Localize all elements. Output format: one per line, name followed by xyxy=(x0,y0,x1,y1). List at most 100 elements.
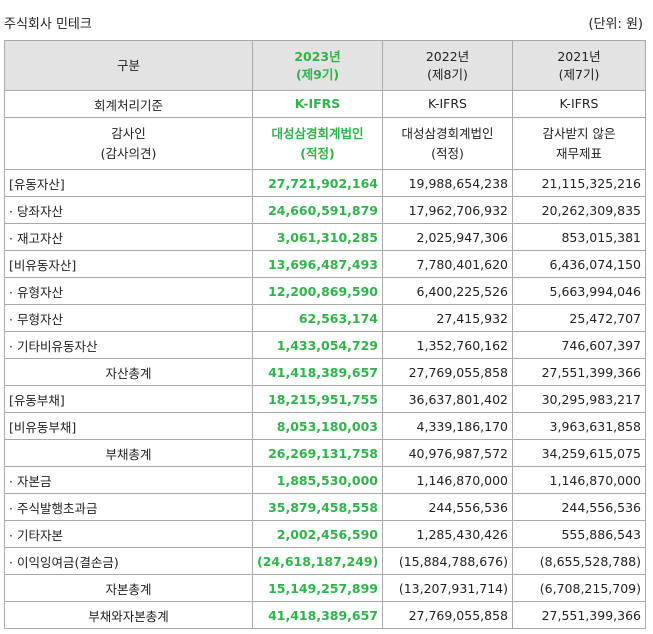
header-2023-year: 2023년 xyxy=(294,48,341,64)
value-2021: 21,115,325,216 xyxy=(512,169,646,197)
value-2022: 244,556,536 xyxy=(382,493,513,521)
value-2023: (24,618,187,249) xyxy=(252,547,383,575)
value-2021: (8,655,528,788) xyxy=(512,547,646,575)
table-row: · 기타자본 2,002,456,590 1,285,430,426 555,886,… xyxy=(4,520,646,548)
standard-2022: K-IFRS xyxy=(382,90,513,118)
row-label: · 자본금 xyxy=(4,466,253,494)
row-label: · 재고자산 xyxy=(4,223,253,251)
auditor-2021: 감사받지 않은 재무제표 xyxy=(512,117,646,170)
value-2023: 12,200,869,590 xyxy=(252,277,383,305)
value-2021: 6,436,074,150 xyxy=(512,250,646,278)
value-2021: 27,551,399,366 xyxy=(512,358,646,386)
header-2022-year: 2022년 xyxy=(425,48,470,64)
table-row: · 주식발행초과금 35,879,458,558 244,556,536 244,55… xyxy=(4,493,646,521)
row-label: · 이익잉여금(결손금) xyxy=(4,547,253,575)
value-2023: 8,053,180,003 xyxy=(252,412,383,440)
header-2023-term: (제9기) xyxy=(295,66,340,82)
value-2023: 15,149,257,899 xyxy=(252,574,383,602)
row-label: · 무형자산 xyxy=(4,304,253,332)
row-label: 부채총계 xyxy=(4,439,253,467)
standard-label: 회계처리기준 xyxy=(4,90,253,118)
table-row: [유동부채] 18,215,951,755 36,637,801,402 30,295… xyxy=(4,385,646,413)
value-2021: 5,663,994,046 xyxy=(512,277,646,305)
auditor-2022: 대성삼경회계법인 (적정) xyxy=(382,117,513,170)
row-label: [비유동자산] xyxy=(4,250,253,278)
table-row: · 기타비유동자산 1,433,054,729 1,352,760,162 746,6… xyxy=(4,331,646,359)
auditor-label-line2: (감사의견) xyxy=(100,145,157,161)
row-label: [비유동부채] xyxy=(4,412,253,440)
value-2023: 26,269,131,758 xyxy=(252,439,383,467)
header-2023: 2023년 (제9기) xyxy=(252,40,383,91)
value-2022: 4,339,186,170 xyxy=(382,412,513,440)
value-2023: 41,418,389,657 xyxy=(252,601,383,629)
table-row: · 재고자산 3,061,310,285 2,025,947,306 853,015,… xyxy=(4,223,646,251)
auditor-row: 감사인 (감사의견) 대성삼경회계법인 (적정) 대성삼경회계법인 (적정) 감사받지… xyxy=(4,117,646,170)
row-label: · 주식발행초과금 xyxy=(4,493,253,521)
header-2021-year: 2021년 xyxy=(557,48,601,64)
value-2022: 1,146,870,000 xyxy=(382,466,513,494)
value-2022: 27,769,055,858 xyxy=(382,601,513,629)
value-2021: 27,551,399,366 xyxy=(512,601,646,629)
value-2021: 1,146,870,000 xyxy=(512,466,646,494)
value-2021: 30,295,983,217 xyxy=(512,385,646,413)
value-2023: 24,660,591,879 xyxy=(252,196,383,224)
value-2023: 3,061,310,285 xyxy=(252,223,383,251)
value-2023: 1,885,530,000 xyxy=(252,466,383,494)
table-row: 부채총계 26,269,131,758 40,976,987,572 34,259,6… xyxy=(4,439,646,467)
company-name: 주식회사 민테크 xyxy=(4,17,92,32)
standard-row: 회계처리기준 K-IFRS K-IFRS K-IFRS xyxy=(4,90,646,118)
value-2021: (6,708,215,709) xyxy=(512,574,646,602)
row-label: 자산총계 xyxy=(4,358,253,386)
auditor-label-line1: 감사인 xyxy=(111,125,146,141)
unit-label: (단위: 원) xyxy=(588,17,643,32)
row-label: [유동부채] xyxy=(4,385,253,413)
row-label: [유동자산] xyxy=(4,169,253,197)
value-2023: 2,002,456,590 xyxy=(252,520,383,548)
value-2022: (13,207,931,714) xyxy=(382,574,513,602)
header-2022: 2022년 (제8기) xyxy=(382,40,513,91)
report-header: 주식회사 민테크 (단위: 원) xyxy=(0,0,653,40)
table-row: 부채와자본총계 41,418,389,657 27,769,055,858 27,55… xyxy=(4,601,646,629)
value-2022: 19,988,654,238 xyxy=(382,169,513,197)
header-2021-term: (제7기) xyxy=(558,66,600,82)
table-row: [비유동부채] 8,053,180,003 4,339,186,170 3,963,6… xyxy=(4,412,646,440)
value-2022: 27,415,932 xyxy=(382,304,513,332)
financial-summary-table: 구분 2023년 (제9기) 2022년 (제8기) 2021년 (제7기) 회계처리… xyxy=(4,40,646,629)
auditor-label: 감사인 (감사의견) xyxy=(4,117,253,170)
header-category: 구분 xyxy=(4,40,253,91)
table-header-row: 구분 2023년 (제9기) 2022년 (제8기) 2021년 (제7기) xyxy=(4,40,646,91)
value-2023: 18,215,951,755 xyxy=(252,385,383,413)
value-2022: 1,285,430,426 xyxy=(382,520,513,548)
value-2022: 2,025,947,306 xyxy=(382,223,513,251)
auditor-2021-line2: 재무제표 xyxy=(555,145,602,161)
value-2021: 34,259,615,075 xyxy=(512,439,646,467)
value-2022: (15,884,788,676) xyxy=(382,547,513,575)
row-label: · 당좌자산 xyxy=(4,196,253,224)
auditor-2022-line1: 대성삼경회계법인 xyxy=(401,125,494,141)
table-row: · 자본금 1,885,530,000 1,146,870,000 1,146,870… xyxy=(4,466,646,494)
header-2022-term: (제8기) xyxy=(427,66,468,82)
value-2021: 244,556,536 xyxy=(512,493,646,521)
table-row: · 이익잉여금(결손금) (24,618,187,249) (15,884,788,… xyxy=(4,547,646,575)
table-row: · 당좌자산 24,660,591,879 17,962,706,932 20,262… xyxy=(4,196,646,224)
value-2021: 3,963,631,858 xyxy=(512,412,646,440)
value-2023: 13,696,487,493 xyxy=(252,250,383,278)
table-row: · 유형자산 12,200,869,590 6,400,225,526 5,663,9… xyxy=(4,277,646,305)
auditor-2023-line1: 대성삼경회계법인 xyxy=(271,125,364,141)
value-2023: 27,721,902,164 xyxy=(252,169,383,197)
value-2021: 746,607,397 xyxy=(512,331,646,359)
value-2022: 27,769,055,858 xyxy=(382,358,513,386)
value-2023: 35,879,458,558 xyxy=(252,493,383,521)
table-row: [유동자산] 27,721,902,164 19,988,654,238 21,115… xyxy=(4,169,646,197)
value-2021: 853,015,381 xyxy=(512,223,646,251)
table-row: · 무형자산 62,563,174 27,415,932 25,472,707 xyxy=(4,304,646,332)
value-2021: 25,472,707 xyxy=(512,304,646,332)
auditor-2023: 대성삼경회계법인 (적정) xyxy=(252,117,383,170)
auditor-2023-line2: (적정) xyxy=(300,145,335,161)
row-label: 자본총계 xyxy=(4,574,253,602)
value-2022: 1,352,760,162 xyxy=(382,331,513,359)
value-2021: 20,262,309,835 xyxy=(512,196,646,224)
row-label: · 기타비유동자산 xyxy=(4,331,253,359)
value-2023: 1,433,054,729 xyxy=(252,331,383,359)
row-label: · 유형자산 xyxy=(4,277,253,305)
